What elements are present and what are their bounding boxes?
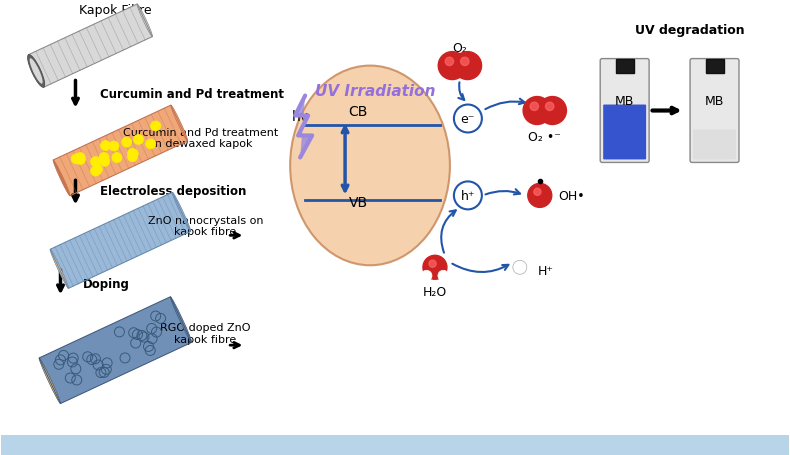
- Circle shape: [92, 165, 103, 175]
- Circle shape: [75, 155, 85, 165]
- Text: Kapok Fibre: Kapok Fibre: [79, 4, 152, 17]
- FancyBboxPatch shape: [690, 60, 739, 163]
- Circle shape: [91, 167, 100, 177]
- Circle shape: [112, 153, 122, 163]
- Ellipse shape: [28, 56, 45, 88]
- FancyBboxPatch shape: [600, 60, 649, 163]
- Text: hv: hv: [292, 109, 309, 123]
- Text: O₂ •⁻: O₂ •⁻: [529, 131, 561, 144]
- Text: Curcumin and Pd treatment
on dewaxed kapok: Curcumin and Pd treatment on dewaxed kap…: [122, 127, 278, 149]
- Text: Doping: Doping: [82, 277, 130, 290]
- Ellipse shape: [28, 56, 44, 88]
- Polygon shape: [53, 106, 187, 197]
- Circle shape: [151, 121, 160, 131]
- Text: H₂O: H₂O: [423, 286, 447, 298]
- Polygon shape: [40, 297, 192, 404]
- Circle shape: [453, 52, 482, 81]
- Circle shape: [539, 97, 566, 125]
- Circle shape: [122, 138, 132, 148]
- Text: RGO doped ZnO
kapok fibre: RGO doped ZnO kapok fibre: [160, 323, 250, 344]
- Ellipse shape: [50, 250, 69, 289]
- Polygon shape: [295, 96, 312, 158]
- Circle shape: [128, 150, 138, 160]
- Text: VB: VB: [348, 196, 367, 210]
- Text: MB: MB: [615, 95, 634, 108]
- Text: H⁺: H⁺: [538, 264, 554, 277]
- Circle shape: [127, 152, 137, 162]
- Circle shape: [75, 153, 85, 163]
- Circle shape: [454, 182, 482, 210]
- Text: UV degradation: UV degradation: [634, 24, 744, 36]
- Text: CB: CB: [348, 104, 367, 118]
- FancyBboxPatch shape: [705, 60, 724, 73]
- Text: e⁻: e⁻: [461, 113, 475, 126]
- FancyBboxPatch shape: [615, 60, 634, 73]
- FancyBboxPatch shape: [604, 105, 646, 160]
- Text: Curcumin and Pd treatment: Curcumin and Pd treatment: [100, 88, 284, 101]
- Ellipse shape: [53, 161, 70, 197]
- Text: O₂: O₂: [453, 41, 468, 55]
- FancyBboxPatch shape: [693, 130, 736, 160]
- Circle shape: [145, 140, 156, 150]
- Ellipse shape: [137, 5, 152, 37]
- Circle shape: [99, 153, 109, 163]
- Text: ZnO nanocrystals on
kapok fibre: ZnO nanocrystals on kapok fibre: [148, 215, 263, 237]
- Text: OH•: OH•: [558, 189, 585, 202]
- Text: MB: MB: [705, 95, 724, 108]
- Ellipse shape: [39, 358, 61, 404]
- Text: Electroless deposition: Electroless deposition: [100, 184, 246, 197]
- Ellipse shape: [290, 66, 450, 266]
- Circle shape: [530, 103, 539, 111]
- Circle shape: [91, 157, 100, 167]
- Circle shape: [134, 135, 144, 145]
- Circle shape: [100, 157, 110, 167]
- Circle shape: [534, 189, 541, 196]
- Circle shape: [454, 105, 482, 133]
- Circle shape: [528, 184, 551, 208]
- Circle shape: [127, 149, 137, 159]
- Circle shape: [429, 261, 436, 268]
- Polygon shape: [28, 5, 152, 88]
- Ellipse shape: [171, 106, 188, 142]
- Circle shape: [438, 271, 449, 282]
- Circle shape: [446, 58, 453, 66]
- Ellipse shape: [30, 59, 43, 85]
- Circle shape: [461, 58, 469, 66]
- Ellipse shape: [171, 297, 192, 343]
- Circle shape: [423, 256, 447, 280]
- Circle shape: [545, 103, 554, 111]
- FancyBboxPatch shape: [1, 435, 789, 455]
- Text: h⁺: h⁺: [461, 189, 475, 202]
- Circle shape: [523, 97, 551, 125]
- Circle shape: [100, 142, 111, 151]
- Circle shape: [109, 142, 119, 152]
- Polygon shape: [51, 193, 190, 289]
- Text: UV Irradiation: UV Irradiation: [314, 84, 435, 99]
- Circle shape: [71, 154, 81, 164]
- Circle shape: [421, 271, 432, 282]
- Ellipse shape: [172, 193, 190, 232]
- Circle shape: [513, 261, 527, 275]
- Circle shape: [438, 52, 466, 81]
